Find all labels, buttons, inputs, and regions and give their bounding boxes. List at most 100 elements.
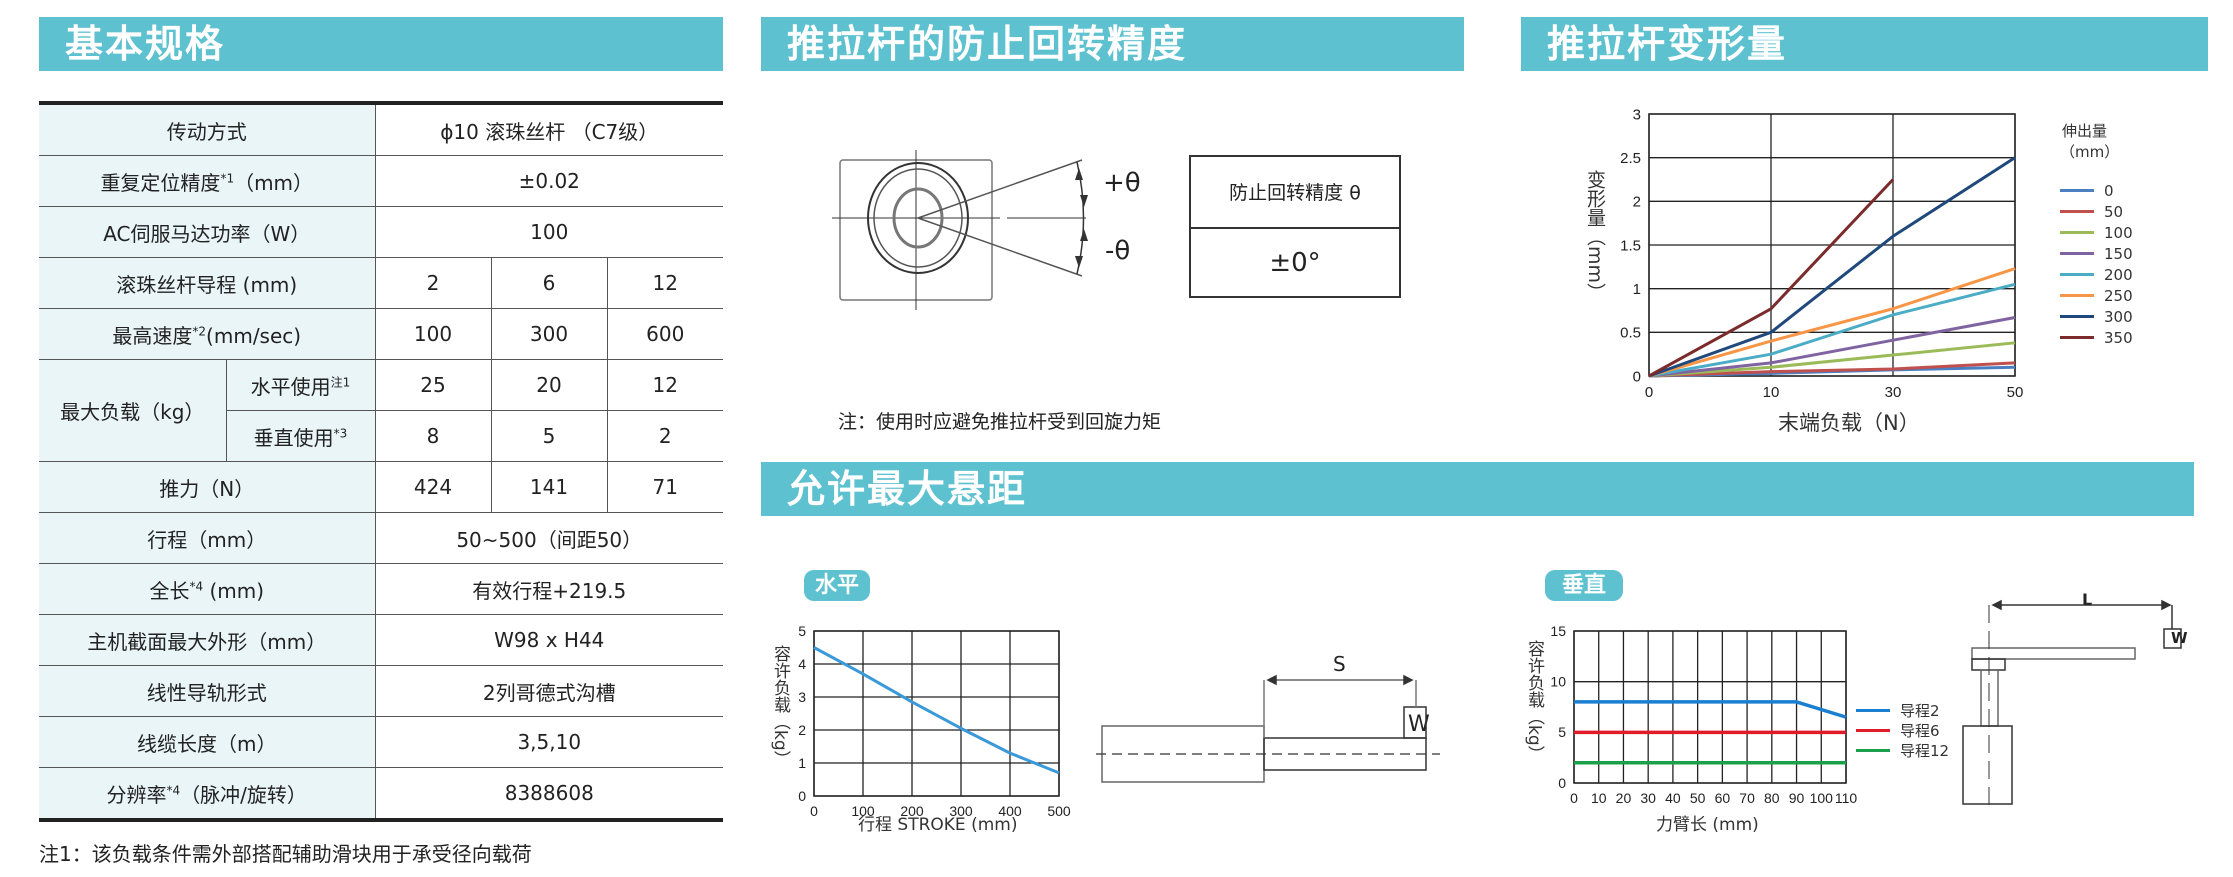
series-line-150 (1648, 316, 2016, 378)
row-value: 3,5,10 (374, 716, 724, 768)
row-label: 最高速度*2(mm/sec) (39, 308, 376, 360)
y-tick-label: 3 (798, 689, 806, 705)
y-tick-label: 1 (1633, 281, 1641, 298)
section-header-deformation: 推拉杆变形量 (1521, 17, 2208, 71)
row-value: ϕ10 滚珠丝杆 （C7级） (374, 101, 724, 156)
y-tick-label: 0 (1558, 775, 1566, 791)
y-tick-label: 3 (1633, 106, 1641, 123)
x-tick-label: 200 (900, 803, 924, 819)
series-line-250 (1648, 267, 2016, 378)
x-tick-label: 10 (1763, 384, 1780, 401)
table-row: AC伺服马达功率（W） 100 (39, 206, 724, 258)
x-tick-label: 30 (1885, 384, 1902, 401)
row-label: 全长*4 (mm) (39, 563, 376, 615)
legend-label: 导程12 (1900, 741, 1950, 760)
y-tick-label: 0 (1633, 368, 1641, 385)
horizontal-mount-diagram (1096, 674, 1440, 783)
cell: 8 (374, 410, 492, 462)
y-tick-label: 5 (798, 623, 806, 639)
vertical-badge: 垂直 (1545, 570, 1623, 601)
deformation-legend: 伸出量 （mm） 0 50 100 150 200 250 300 350 (2060, 120, 2133, 348)
x-tick-label: 50 (2007, 384, 2024, 401)
row-label: 推力（N） (39, 461, 376, 513)
table-row: 最大负载（kg） 水平使用注1 25 20 12 (39, 359, 724, 462)
x-tick-label: 300 (949, 803, 973, 819)
legend-item: 导程12 (1856, 740, 1949, 760)
w-load-label-h: W (1408, 712, 1430, 737)
legend-item: 导程6 (1856, 720, 1949, 740)
vertical-x-label: 力臂长 (mm) (1656, 815, 1759, 835)
y-tick-label: 1.5 (1620, 237, 1641, 254)
horizontal-badge: 水平 (804, 570, 870, 601)
y-tick-label: 0 (798, 788, 806, 804)
x-tick-label: 400 (998, 803, 1022, 819)
y-tick-label: 0.5 (1620, 325, 1641, 342)
x-tick-label: 10 (1591, 790, 1607, 806)
row-value: W98 x H44 (374, 614, 724, 666)
legend-item: 100 (2060, 222, 2133, 243)
series-line-导程2 (1574, 700, 1847, 719)
legend-label: 导程2 (1900, 701, 1940, 720)
table-row: 垂直使用*3 8 5 2 (39, 410, 724, 462)
rotation-table-header: 防止回转精度 θ (1191, 157, 1399, 229)
x-tick-label: 90 (1789, 790, 1805, 806)
legend-label: 300 (2104, 307, 2133, 326)
legend-label: 100 (2104, 223, 2133, 242)
y-tick-label: 2 (798, 722, 806, 738)
vertical-y-label: 容许负载（kg） (1524, 640, 1544, 763)
row-value: 2列哥德式沟槽 (374, 665, 724, 717)
sub-label: 垂直使用*3 (226, 410, 376, 462)
spec-note: 注1：该负载条件需外部搭配辅助滑块用于承受径向载荷 (39, 842, 532, 866)
horizontal-y-label: 容许负载（kg） (770, 645, 790, 768)
legend-swatch (2060, 231, 2094, 234)
legend-item: 200 (2060, 264, 2133, 285)
table-row: 分辨率*4（脉冲/旋转） 8388608 (39, 767, 724, 822)
legend-swatch (1856, 708, 1890, 712)
x-tick-label: 0 (1645, 384, 1653, 401)
cell: 2 (606, 410, 724, 462)
legend-item: 300 (2060, 306, 2133, 327)
horizontal-x-label: 行程 STROKE (mm) (858, 815, 1018, 835)
y-tick-label: 5 (1558, 724, 1566, 740)
plot-frame (1573, 630, 1847, 784)
legend-swatch (2060, 336, 2094, 339)
x-tick-label: 110 (1835, 790, 1858, 806)
minus-theta-label: -θ (1105, 236, 1131, 266)
rod-end-view-diagram (832, 150, 1088, 310)
table-row: 全长*4 (mm) 有效行程+219.5 (39, 563, 724, 615)
row-value: 8388608 (374, 767, 724, 822)
y-tick-label: 2.5 (1620, 150, 1641, 167)
x-tick-label: 100 (1810, 790, 1834, 806)
cell: 5 (490, 410, 608, 462)
section-header-rotation: 推拉杆的防止回转精度 (761, 17, 1464, 71)
legend-swatch (2060, 189, 2094, 192)
series-line-load (813, 646, 1060, 775)
legend-label: 50 (2104, 202, 2124, 221)
row-label: 最大负载（kg） (39, 359, 227, 462)
series-line-350 (1648, 178, 1895, 378)
row-label: 传动方式 (39, 101, 376, 156)
deformation-y-label: 变形量（mm） (1584, 170, 1606, 303)
cell: 71 (606, 461, 724, 513)
plot-frame (813, 630, 1060, 797)
x-tick-label: 40 (1665, 790, 1681, 806)
table-row: 行程（mm） 50~500（间距50） (39, 512, 724, 564)
series-line-300 (1648, 156, 2016, 378)
series-line-50 (1648, 361, 2016, 378)
legend-label: 250 (2104, 286, 2133, 305)
spec-table: 传动方式 ϕ10 滚珠丝杆 （C7级） 重复定位精度*1（mm） ±0.02 AC伺… (39, 101, 724, 822)
x-tick-label: 80 (1764, 790, 1780, 806)
x-tick-label: 60 (1715, 790, 1731, 806)
x-tick-label: 0 (810, 803, 818, 819)
row-value: 100 (374, 206, 724, 258)
section-header-spec: 基本规格 (39, 17, 723, 71)
vertical-mount-diagram (1962, 599, 2182, 810)
legend-label: 导程6 (1900, 721, 1940, 740)
plot-frame (1648, 113, 2016, 377)
table-row: 推力（N） 424 141 71 (39, 461, 724, 513)
table-row: 传动方式 ϕ10 滚珠丝杆 （C7级） (39, 101, 724, 156)
rotation-table-value: ±0° (1269, 248, 1321, 279)
w-load-label-v: W (2171, 629, 2188, 647)
legend-item: 0 (2060, 180, 2133, 201)
x-tick-label: 30 (1640, 790, 1656, 806)
